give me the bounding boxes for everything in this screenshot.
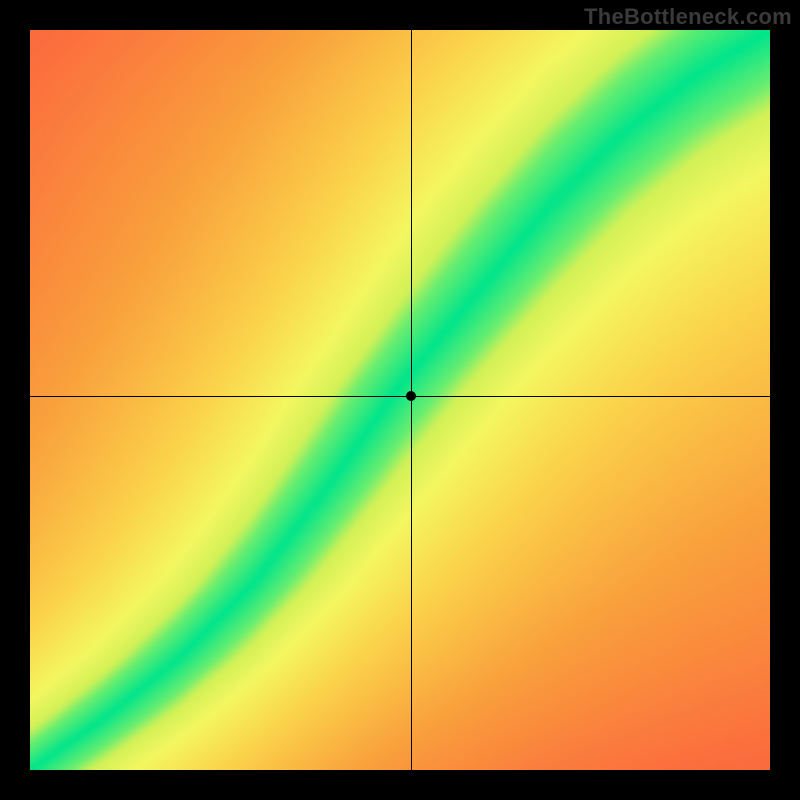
bottleneck-heatmap <box>30 30 770 770</box>
watermark-text: TheBottleneck.com <box>584 4 792 30</box>
chart-container: TheBottleneck.com <box>0 0 800 800</box>
crosshair-horizontal <box>30 396 770 397</box>
current-point-marker <box>406 391 416 401</box>
